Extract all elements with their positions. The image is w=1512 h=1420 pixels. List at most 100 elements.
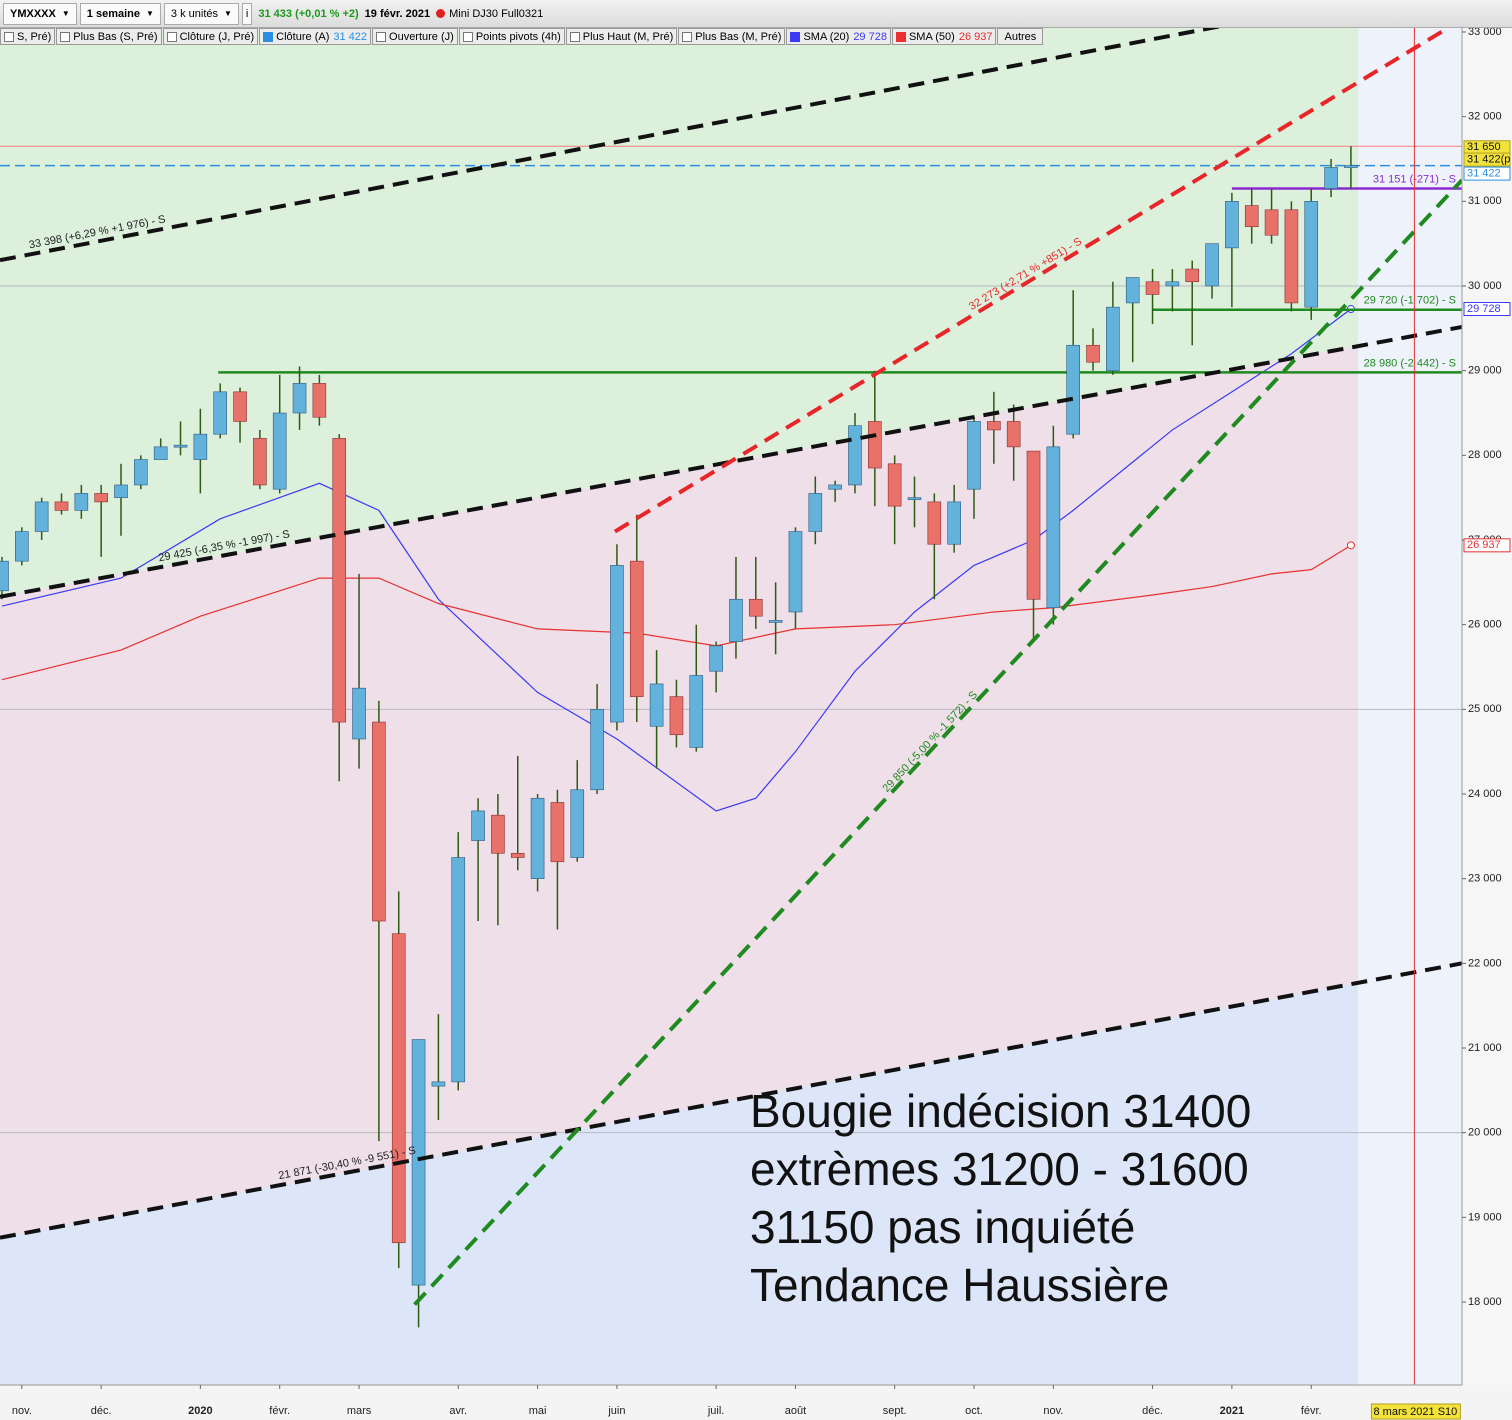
candle-body [272, 412, 287, 490]
candle-body [1324, 167, 1338, 189]
y-tick-label: 18 000 [1468, 1296, 1502, 1308]
indicator-label: Clôture (A) [276, 30, 330, 43]
y-tick-label: 22 000 [1468, 957, 1502, 969]
checkbox [790, 31, 801, 42]
contract: Mini DJ30 Full0321 [449, 7, 544, 20]
candle-body [709, 645, 723, 672]
x-tick-label: 2020 [188, 1405, 212, 1417]
indicator-toggle[interactable]: Ouverture (J) [372, 28, 458, 45]
candle-body [768, 620, 783, 623]
indicator-toggle[interactable]: SMA (20) 29 728 [786, 28, 891, 45]
candle-body [530, 797, 545, 879]
candle-body [808, 493, 823, 532]
candle-body [233, 391, 247, 422]
y-tick-label: 25 000 [1468, 703, 1502, 715]
indicator-label: SMA (50) [908, 30, 955, 43]
y-tick-label: 33 000 [1468, 26, 1502, 38]
candle-body [590, 709, 604, 791]
ma-endpoint [1346, 541, 1355, 550]
candle-body [868, 421, 882, 469]
annotation: extrèmes 31200 - 31600 [750, 1143, 1249, 1195]
candle-body [1225, 201, 1239, 249]
y-tick-label: 31 000 [1468, 195, 1502, 207]
y-tick-label: 30 000 [1468, 280, 1502, 292]
candle-body [629, 560, 644, 697]
candle-body [431, 1081, 446, 1087]
indicator-toggle[interactable]: SMA (50) 26 937 [891, 28, 997, 45]
candle-body [550, 802, 565, 863]
indicator-label: S, Pré) [17, 30, 52, 43]
x-tick-label: nov. [12, 1405, 32, 1417]
candle-body [987, 421, 1001, 431]
x-tick-label: févr. [1301, 1405, 1322, 1417]
status-dot [436, 9, 446, 18]
candle-body [1145, 281, 1160, 295]
symbol-select[interactable]: YMXXXX ▼ [3, 2, 77, 25]
units: 3 k unités [170, 7, 218, 20]
candle-body [114, 484, 128, 498]
candle-body [689, 675, 704, 748]
indicator-toggle[interactable]: S, Pré) [0, 28, 56, 45]
x-tick-label: sept. [883, 1405, 907, 1417]
indicator-toggle[interactable]: Plus Bas (M, Pré) [678, 28, 786, 45]
checkbox [895, 31, 906, 42]
candle-body [1244, 205, 1259, 228]
candle-body [1264, 209, 1279, 236]
indicator-toggle[interactable]: Points pivots (4h) [458, 28, 565, 45]
trend-line [0, 325, 1463, 599]
price-label-box [1463, 166, 1511, 181]
candle-body [1185, 268, 1200, 283]
annotation: Tendance Haussière [750, 1259, 1169, 1311]
candle-body [927, 501, 942, 545]
candle-body [352, 687, 366, 740]
candle-body [848, 425, 862, 486]
candle-body [748, 598, 763, 617]
x-tick-label: mars [347, 1405, 372, 1417]
period-select[interactable]: 1 semaine ▼ [79, 2, 161, 25]
x-tick-label: nov. [1043, 1405, 1063, 1417]
candle-body [54, 501, 69, 511]
indicator-label: SMA (20) [803, 30, 850, 43]
period: 1 semaine [86, 7, 140, 20]
y-tick-label: 20 000 [1468, 1127, 1502, 1139]
moving-average [1, 308, 1352, 812]
checkbox [4, 31, 14, 42]
y-tick-label: 23 000 [1468, 873, 1502, 885]
candle-body [967, 421, 981, 490]
checkbox [376, 31, 387, 42]
info-button[interactable]: i [241, 2, 253, 25]
candle-body [134, 459, 148, 486]
more-button[interactable]: Autres [997, 28, 1044, 45]
indicator-toggle[interactable]: Plus Haut (M, Pré) [565, 28, 678, 45]
future-area [1357, 28, 1462, 1385]
candle-body [788, 531, 803, 613]
checkbox [166, 31, 177, 42]
x-tick-label: déc. [91, 1405, 112, 1417]
candle-body [411, 1039, 426, 1286]
y-axis-panel [1462, 0, 1512, 1385]
candle-body [828, 484, 842, 490]
indicator-toggle[interactable]: Clôture (A) 31 422 [259, 28, 372, 45]
candle-body [1026, 450, 1041, 600]
candle-body [1165, 281, 1180, 287]
candle-body [510, 852, 525, 858]
level-label: 28 980 (-2 442) - S [1364, 357, 1456, 369]
candle-body [15, 531, 29, 562]
trend-line [413, 178, 1464, 1306]
y-tick-label: 24 000 [1468, 788, 1502, 800]
candle-body [887, 463, 902, 507]
candle-body [1066, 344, 1080, 435]
candle-body [312, 383, 327, 418]
candle-body [94, 493, 108, 503]
price-label: 31 422 [1467, 167, 1501, 179]
candle-body [213, 391, 227, 435]
price-label-box [1463, 302, 1511, 317]
x-tick-label: août [785, 1405, 806, 1417]
units-select[interactable]: 3 k unités ▼ [163, 2, 239, 25]
cursor-label-box [1370, 1403, 1461, 1420]
indicator-toggle[interactable]: Plus Bas (S, Pré) [56, 28, 162, 45]
price-label: 31 422(p [1467, 153, 1510, 165]
indicator-toggle[interactable]: Clôture (J, Pré) [162, 28, 259, 45]
